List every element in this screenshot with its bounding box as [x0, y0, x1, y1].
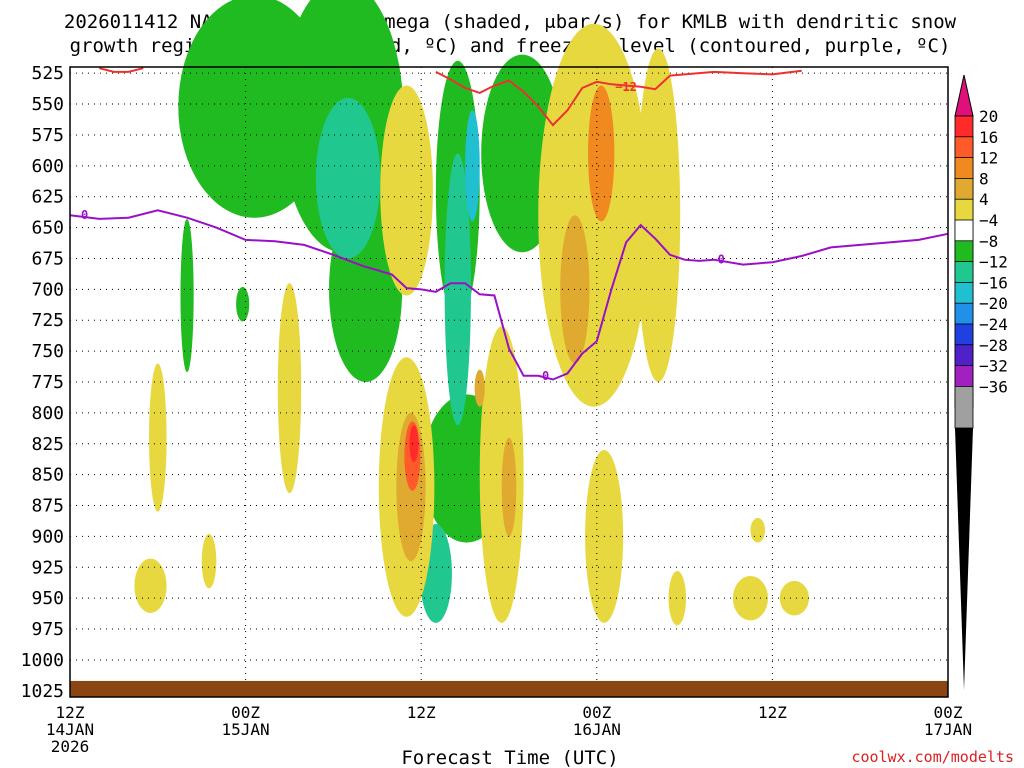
freezing-level-label: 0	[542, 369, 549, 383]
green-patch-small	[236, 286, 250, 322]
yellow-band-mid	[380, 85, 433, 296]
pressure-tick-label: 550	[31, 94, 64, 115]
colorbar-bottom-cap	[955, 428, 973, 690]
time-tick-label: 16JAN	[573, 720, 621, 739]
pressure-tick-label: 600	[31, 156, 64, 177]
teal-plume-core	[444, 153, 471, 426]
pressure-tick-label: 900	[31, 526, 64, 547]
colorbar-tick-label: 16	[979, 128, 998, 147]
freezing-level-line	[69, 209, 949, 381]
pressure-tick-label: 1025	[21, 681, 64, 702]
terrain-fill	[70, 680, 948, 697]
yellow-dot-right	[750, 517, 766, 543]
colorbar-segment	[954, 385, 974, 429]
time-tick-label: 12Z	[758, 703, 787, 722]
time-tick-label: 12Z	[407, 703, 436, 722]
pressure-tick-label: 700	[31, 279, 64, 300]
pressure-tick-label: 800	[31, 403, 64, 424]
yellow-strip-left	[149, 363, 167, 512]
yellow-plume-far-right	[636, 48, 681, 382]
orange-spot	[474, 369, 485, 407]
colorbar-tick-label: −20	[979, 294, 1008, 313]
yellow-patch-left	[134, 558, 167, 614]
freezing-level-label: 0	[81, 208, 88, 222]
time-tick-label: 2026	[51, 737, 90, 756]
colorbar-tick-label: −28	[979, 336, 1008, 355]
colorbar-tick-label: −32	[979, 357, 1008, 376]
x-axis-title: Forecast Time (UTC)	[401, 747, 618, 768]
time-tick-label: 00Z	[582, 703, 611, 722]
pressure-tick-label: 725	[31, 310, 64, 331]
yellow-patch-end	[779, 580, 809, 616]
colorbar-tick-label: 12	[979, 149, 998, 168]
pressure-tick-label: 625	[31, 187, 64, 208]
terrain-band	[70, 680, 948, 697]
orange-band-right	[501, 437, 517, 537]
omega-shading	[134, 0, 809, 626]
pressure-tick-label: 675	[31, 248, 64, 269]
dgz-contour-line	[435, 69, 802, 127]
bright-red-core	[409, 425, 419, 463]
dark-orange-plume	[588, 85, 615, 222]
pressure-tick-label: 875	[31, 496, 64, 517]
colorbar-tick-label: −8	[979, 232, 998, 251]
colorbar-top-cap	[954, 74, 974, 117]
pressure-tick-label: 650	[31, 218, 64, 239]
dgz-contour-label: −12	[615, 80, 637, 94]
credit-text: coolwx.com/modelts	[851, 748, 1014, 766]
colorbar-tick-label: 8	[979, 169, 989, 188]
colorbar-tick-label: −4	[979, 211, 998, 230]
yellow-patch-right	[668, 571, 687, 626]
plot-frame	[69, 66, 949, 698]
pressure-axis: 525 550 575 600 625 650 675 700 725 750 775 800 825 8…	[21, 63, 64, 702]
time-tick-label: 17JAN	[924, 720, 972, 739]
time-tick-label: 15JAN	[222, 720, 270, 739]
chart-title-line1: 2026011412 NAM3KM Forecast Omega (shaded…	[64, 11, 957, 33]
yellow-band-core	[479, 326, 524, 623]
contours: 0 0 0 −12	[69, 67, 949, 383]
colorbar-tick-label: −24	[979, 315, 1008, 334]
pressure-tick-label: 925	[31, 557, 64, 578]
pressure-tick-label: 825	[31, 434, 64, 455]
time-tick-label: 00Z	[231, 703, 260, 722]
omega-colorbar: 20 16 128 4 −4 −8 −12−16 −20 −24 −28 −32−36	[954, 74, 1008, 690]
time-tick-label: 14JAN	[46, 720, 94, 739]
teal-plume-mid	[315, 97, 381, 259]
colorbar-tick-label: 4	[979, 190, 989, 209]
pressure-tick-label: 575	[31, 125, 64, 146]
pressure-tick-label: 950	[31, 588, 64, 609]
freezing-level-label: 0	[718, 253, 725, 267]
yellow-patch-mid	[201, 533, 217, 589]
colorbar-tick-label: −12	[979, 253, 1008, 272]
colorbar-tick-label: −16	[979, 273, 1008, 292]
colorbar-tick-label: −36	[979, 377, 1008, 396]
pressure-tick-label: 775	[31, 372, 64, 393]
yellow-patch-far	[732, 575, 769, 621]
pressure-tick-label: 750	[31, 341, 64, 362]
pressure-tick-label: 1000	[21, 650, 64, 671]
dgz-contour-line-early	[99, 67, 144, 73]
time-tick-label: 12Z	[56, 703, 85, 722]
pressure-tick-label: 850	[31, 465, 64, 486]
pressure-tick-label: 975	[31, 619, 64, 640]
colorbar-tick-label: 20	[979, 107, 998, 126]
time-tick-label: 00Z	[934, 703, 963, 722]
green-strip-small	[180, 218, 194, 373]
pressure-tick-label: 525	[31, 63, 64, 84]
yellow-band-left	[277, 283, 302, 494]
